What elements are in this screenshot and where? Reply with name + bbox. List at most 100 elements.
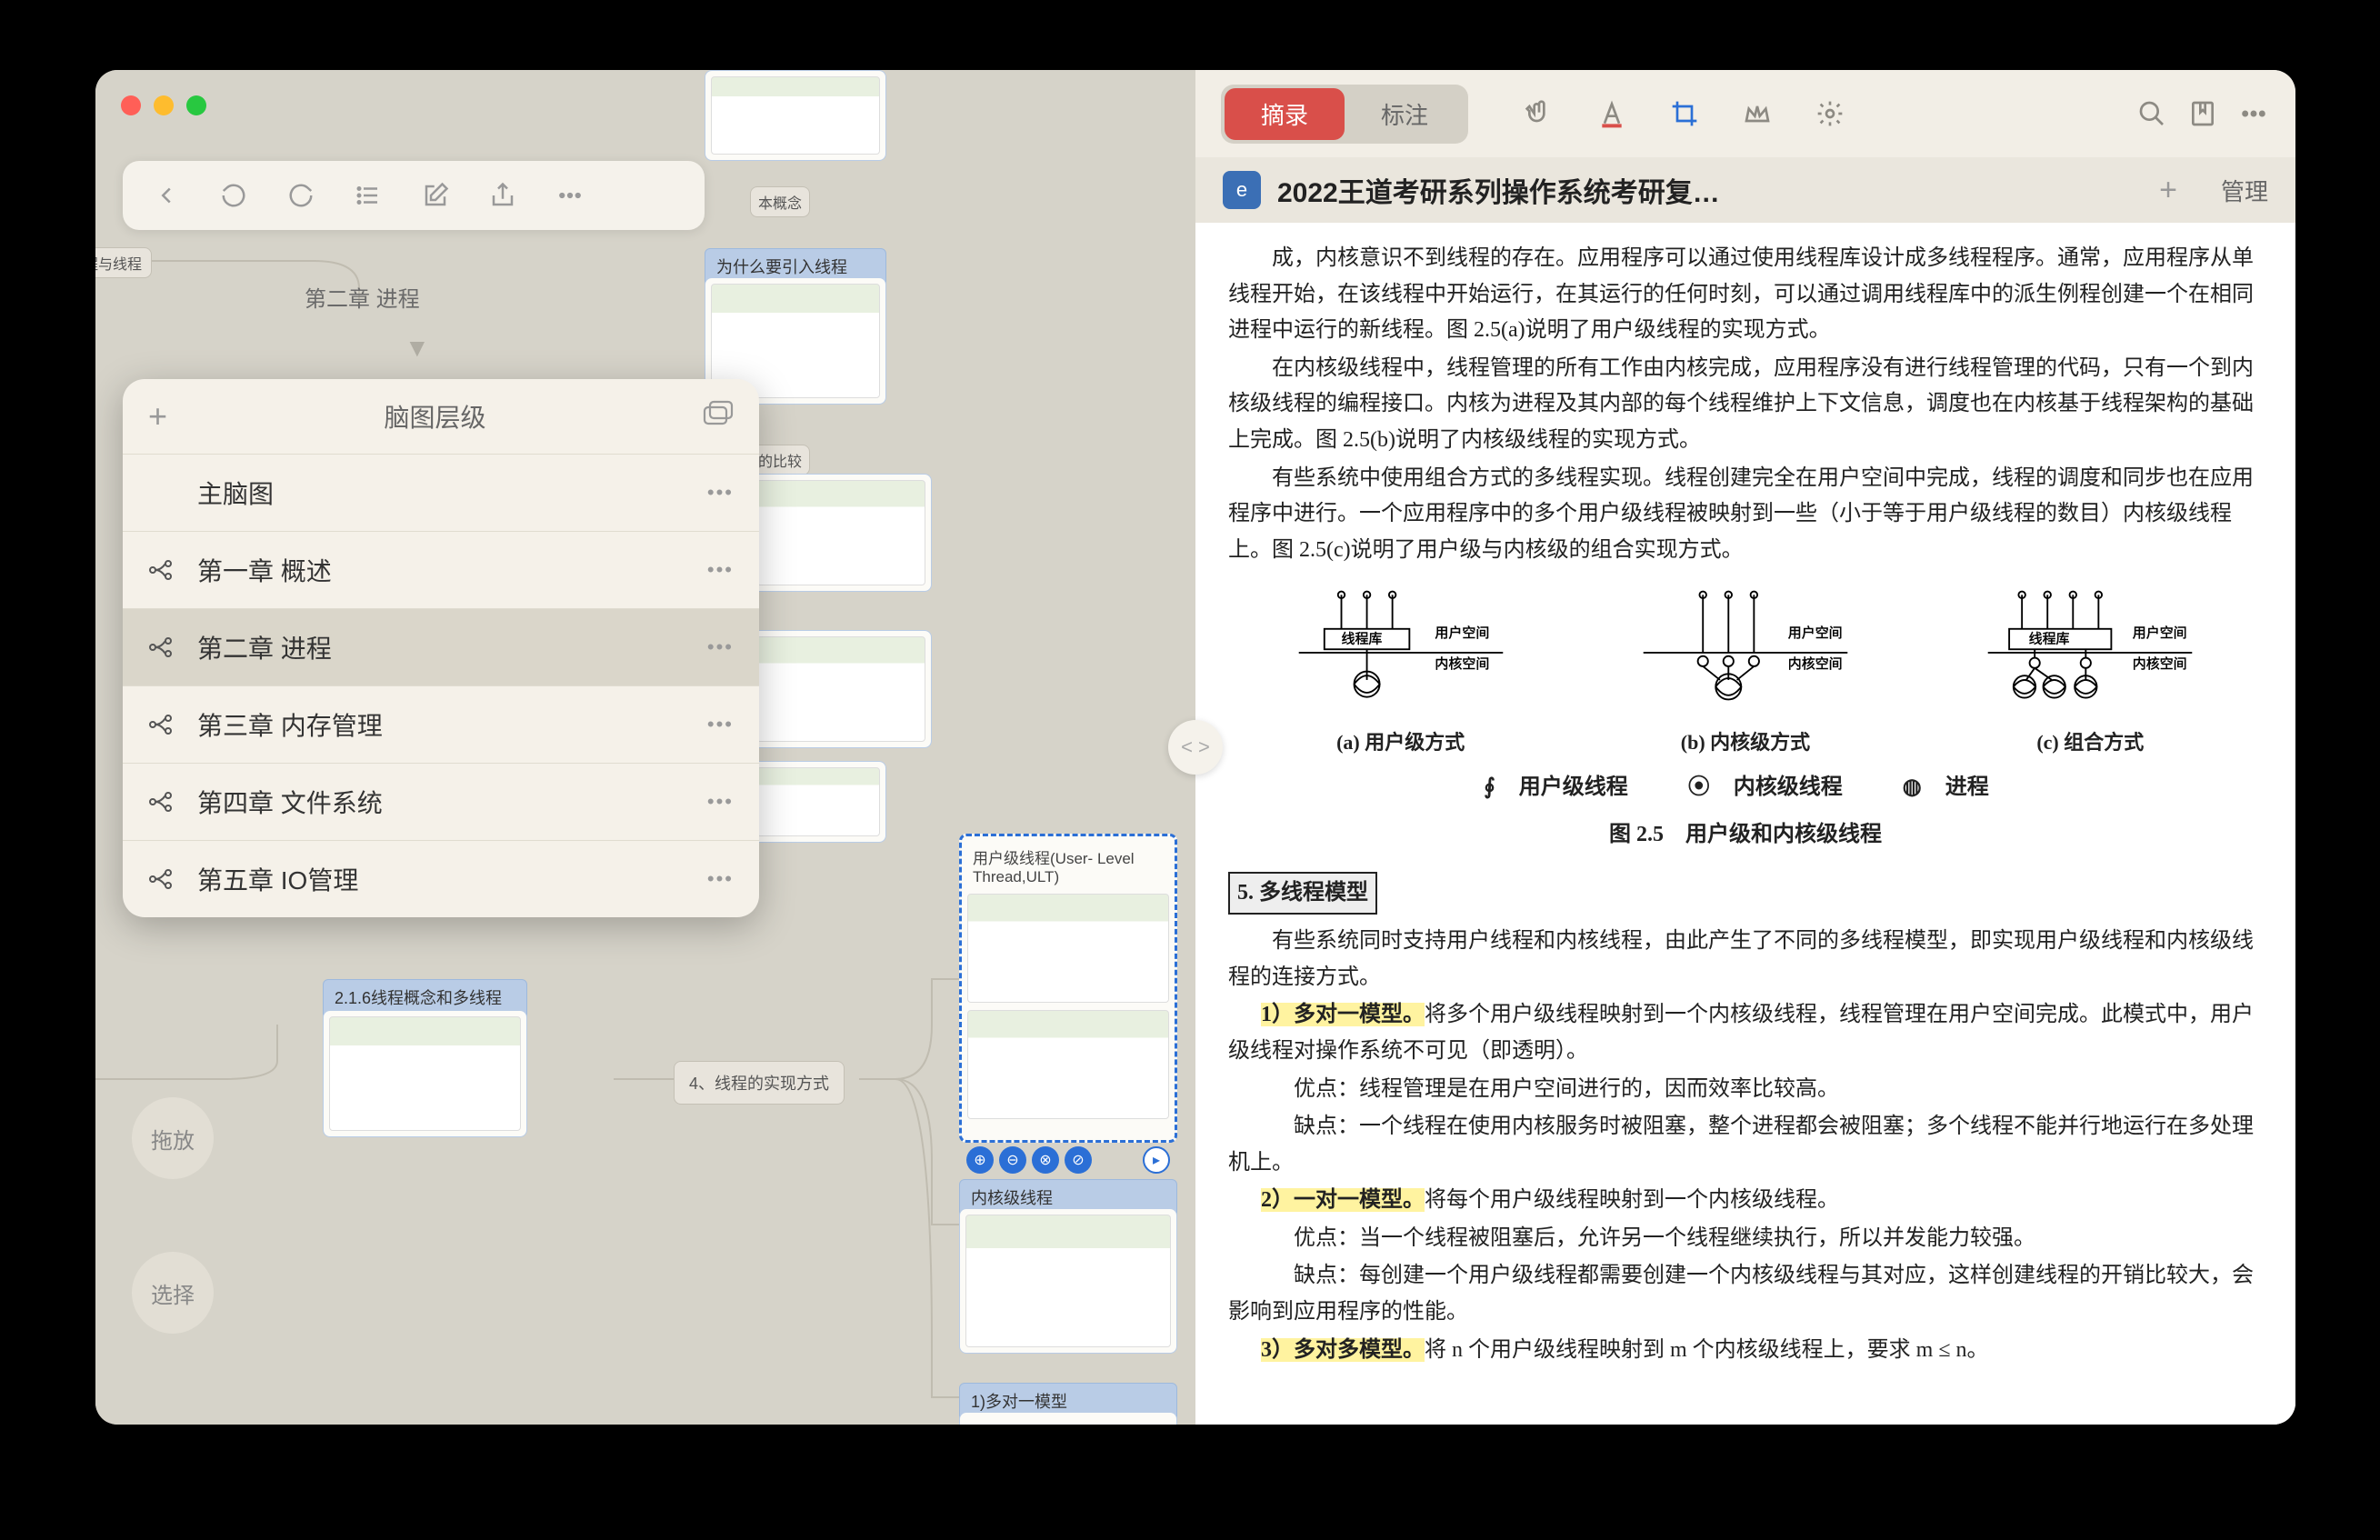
search-icon[interactable]	[2135, 97, 2168, 130]
hierarchy-item-main[interactable]: 主脑图 •••	[123, 454, 759, 531]
list-button[interactable]	[341, 173, 395, 218]
action-bubble[interactable]: ▸	[1143, 1146, 1170, 1174]
app-window: 进程与线程 第二章 进程 ▼ 本概念 为什么要引入线程 的比较	[95, 70, 2295, 1425]
more-icon[interactable]: •••	[707, 713, 734, 736]
hierarchy-item-ch4[interactable]: 第四章 文件系统 •••	[123, 763, 759, 840]
doc-body[interactable]: 成，内核意识不到线程的存在。应用程序可以通过使用线程库设计成多线程程序。通常，应…	[1195, 223, 2295, 1425]
divider-handle[interactable]: < >	[1168, 720, 1223, 775]
new-tab-button[interactable]: +	[2132, 173, 2205, 208]
crop-icon[interactable]	[1668, 97, 1701, 130]
paragraph: 有些系统中使用组合方式的多线程实现。线程创建完全在用户空间中完成，线程的调度和同…	[1228, 461, 2263, 569]
chapter-label: 第二章 进程	[305, 281, 420, 313]
right-toolbar: 摘录 标注	[1195, 70, 2295, 157]
collapse-chevron-icon[interactable]: ▼	[405, 334, 430, 363]
action-bubble[interactable]: ⊘	[1065, 1146, 1092, 1174]
item-label: 第二章 进程	[197, 629, 687, 665]
mode-segment: 摘录 标注	[1221, 85, 1468, 144]
add-icon[interactable]: +	[148, 397, 167, 435]
branch-icon	[148, 714, 177, 735]
text-style-icon[interactable]	[1595, 97, 1628, 130]
action-bubble[interactable]: ⊗	[1032, 1146, 1059, 1174]
more-icon[interactable]: •••	[707, 481, 734, 505]
edit-button[interactable]	[408, 173, 463, 218]
popover-header: + 脑图层级	[123, 379, 759, 454]
hierarchy-item-ch5[interactable]: 第五章 IO管理 •••	[123, 840, 759, 917]
doc-app-icon: e	[1223, 171, 1261, 209]
hierarchy-item-ch1[interactable]: 第一章 概述 •••	[123, 531, 759, 608]
paragraph: 成，内核意识不到线程的存在。应用程序可以通过使用线程库设计成多线程程序。通常，应…	[1228, 241, 2263, 349]
doc-title[interactable]: 2022王道考研系列操作系统考研复…	[1277, 170, 2115, 210]
svg-text:用户空间: 用户空间	[2133, 625, 2187, 641]
paragraph: 在内核级线程中，线程管理的所有工作由内核完成，应用程序没有进行线程管理的代码，只…	[1228, 351, 2263, 459]
close-button[interactable]	[121, 95, 141, 115]
hierarchy-popover: + 脑图层级 主脑图 ••• 第一章 概述 ••• 第二章 进程 •••	[123, 379, 759, 917]
item-label: 第五章 IO管理	[197, 861, 687, 897]
selected-node-card[interactable]: 用户级线程(User- Level Thread,ULT)	[959, 834, 1177, 1143]
more-icon[interactable]: •••	[707, 867, 734, 891]
popover-title: 脑图层级	[167, 398, 703, 435]
undo-button[interactable]	[206, 173, 261, 218]
branch-icon	[148, 791, 177, 813]
node-card[interactable]	[705, 70, 886, 161]
action-bubble[interactable]: ⊖	[999, 1146, 1026, 1174]
back-button[interactable]	[139, 173, 194, 218]
list-item: 2）一对一模型。将每个用户级线程映射到一个内核级线程。	[1228, 1183, 2263, 1219]
more-icon[interactable]: •••	[707, 558, 734, 582]
node-card[interactable]	[750, 761, 886, 843]
hierarchy-item-ch2[interactable]: 第二章 进程 •••	[123, 608, 759, 685]
list-item: 3）多对多模型。将 n 个用户级线程映射到 m 个内核级线程上，要求 m ≤ n…	[1228, 1333, 2263, 1369]
hierarchy-item-ch3[interactable]: 第三章 内存管理 •••	[123, 685, 759, 763]
node-card[interactable]	[323, 1010, 527, 1137]
list-item: 1）多对一模型。将多个用户级线程映射到一个内核级线程，线程管理在用户空间完成。此…	[1228, 997, 2263, 1069]
more-icon[interactable]: •••	[707, 635, 734, 659]
doc-header: e 2022王道考研系列操作系统考研复… + 管理	[1195, 157, 2295, 223]
branch-icon	[148, 636, 177, 658]
impl-node[interactable]: 4、线程的实现方式	[674, 1061, 845, 1105]
node-card[interactable]	[750, 630, 932, 748]
node-card[interactable]	[959, 1412, 1177, 1425]
crown-icon[interactable]	[1741, 97, 1774, 130]
node-card[interactable]	[959, 1208, 1177, 1354]
diagram-b: 用户空间 内核空间 (b) 内核级方式	[1618, 586, 1873, 759]
manage-button[interactable]: 管理	[2221, 174, 2268, 207]
hand-icon[interactable]	[1523, 97, 1555, 130]
gear-icon[interactable]	[1814, 97, 1846, 130]
item-label: 主脑图	[197, 475, 687, 511]
crumb-node[interactable]: 进程与线程	[95, 247, 152, 278]
advantage: 优点：当一个线程被阻塞后，允许另一个线程继续执行，所以并发能力较强。	[1228, 1221, 2263, 1257]
advantage: 优点：线程管理是在用户空间进行的，因而效率比较高。	[1228, 1072, 2263, 1108]
node-card[interactable]	[750, 474, 932, 592]
action-bubble[interactable]: ⊕	[966, 1146, 994, 1174]
svg-text:内核空间: 内核空间	[1788, 656, 1843, 672]
maximize-button[interactable]	[186, 95, 206, 115]
legend-ult: 用户级线程	[1519, 775, 1628, 799]
svg-text:线程库: 线程库	[2029, 632, 2070, 647]
minimize-button[interactable]	[154, 95, 174, 115]
bookmark-icon[interactable]	[2186, 97, 2219, 130]
select-mode-button[interactable]: 选择	[132, 1252, 214, 1334]
tool-icons	[1523, 97, 1846, 130]
figure-caption: 图 2.5 用户级和内核级线程	[1228, 817, 2263, 854]
figure-2-5: 线程库 用户空间 内核空间 (a) 用户级方式 用户空间	[1228, 586, 2263, 759]
annotate-tab[interactable]: 标注	[1345, 88, 1465, 140]
more-icon[interactable]	[2237, 97, 2270, 130]
card-stack-icon[interactable]	[703, 400, 734, 434]
excerpt-tab[interactable]: 摘录	[1225, 88, 1345, 140]
traffic-lights	[121, 95, 206, 115]
more-icon[interactable]: •••	[707, 790, 734, 814]
legend-proc: 进程	[1945, 775, 1989, 799]
branch-icon	[148, 868, 177, 890]
item-label: 第三章 内存管理	[197, 706, 687, 743]
redo-button[interactable]	[274, 173, 328, 218]
figure-legend: ∮ 用户级线程 ⦿ 内核级线程 ◍ 进程	[1228, 770, 2263, 806]
diagram-caption: (c) 组合方式	[2036, 726, 2144, 759]
item-label: 第四章 文件系统	[197, 784, 687, 820]
drag-mode-button[interactable]: 拖放	[132, 1097, 214, 1179]
more-button[interactable]	[543, 173, 597, 218]
document-pane: < > 摘录 标注 e 2022王道考研系列操作系统考研复… + 管理	[1195, 70, 2295, 1425]
diagram-caption: (b) 内核级方式	[1681, 726, 1810, 759]
svg-text:内核空间: 内核空间	[1435, 656, 1489, 672]
share-button[interactable]	[475, 173, 530, 218]
mindmap-pane: 进程与线程 第二章 进程 ▼ 本概念 为什么要引入线程 的比较	[95, 70, 1195, 1425]
node-tag[interactable]: 本概念	[750, 186, 810, 217]
